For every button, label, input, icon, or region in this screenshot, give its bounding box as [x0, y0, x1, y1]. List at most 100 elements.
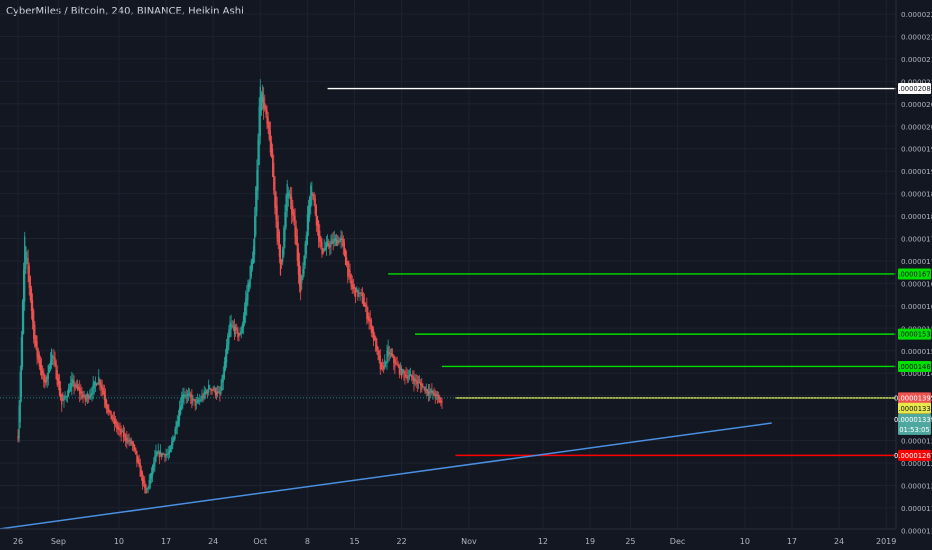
x-tick-label: 19 — [585, 537, 595, 546]
candle-body — [123, 434, 126, 436]
candle-body — [326, 241, 329, 246]
candle-body — [97, 383, 99, 385]
candle-body — [208, 384, 210, 393]
candle-body — [203, 390, 205, 398]
candle-body — [287, 192, 289, 198]
candle-body — [80, 391, 82, 393]
candle-body — [35, 335, 37, 347]
candle-body — [273, 163, 275, 191]
candle-body — [332, 241, 334, 244]
y-tick-label: 0.00002250 — [901, 10, 932, 19]
candle-body — [172, 437, 174, 446]
price-badge-label: 0.00001671 — [894, 271, 932, 279]
candle-body — [181, 395, 183, 410]
candle-body — [197, 401, 200, 402]
candle-body — [52, 355, 54, 358]
x-tick-label: 10 — [740, 537, 750, 546]
candle-body — [324, 247, 326, 250]
candle-body — [184, 395, 186, 397]
candle-body — [390, 353, 393, 356]
candle-body — [322, 248, 324, 254]
x-tick-label: Oct — [253, 537, 267, 546]
candle-body — [37, 348, 39, 360]
candle-body — [401, 368, 403, 378]
candle-body — [352, 284, 354, 289]
candle-body — [362, 298, 365, 306]
candle-body — [169, 446, 172, 453]
candle-body — [284, 212, 286, 242]
candle-body — [231, 325, 233, 327]
candle-body — [174, 429, 176, 439]
candle-body — [45, 379, 47, 383]
candle-body — [309, 196, 311, 218]
candle-body — [189, 393, 191, 395]
candle-body — [191, 395, 193, 404]
candle-body — [396, 363, 398, 366]
candle-body — [215, 391, 218, 396]
candle-body — [246, 292, 248, 307]
candle-body — [136, 450, 138, 463]
candle-body — [145, 484, 147, 494]
price-badge-label: 0.00001339 — [894, 416, 932, 424]
candle-body — [367, 312, 369, 321]
time-axis-bg — [0, 529, 896, 550]
candle-body — [34, 324, 36, 347]
candle-body — [140, 469, 142, 476]
x-tick-labels: 26 Sep 10 17 24 Oct 8 15 22 Nov 12 19 25 Dec 10 17 24 201… — [13, 537, 896, 546]
candle-body — [17, 436, 19, 441]
candle-body — [116, 422, 118, 429]
candle-body — [175, 421, 177, 434]
candle-body — [235, 326, 237, 331]
candle-body — [395, 363, 397, 364]
candle-body — [300, 273, 302, 292]
candle-body — [407, 377, 409, 379]
candle-body — [187, 393, 190, 396]
candle-body — [268, 122, 270, 140]
candle-body — [117, 425, 119, 430]
candle-body — [218, 391, 220, 393]
candle-body — [341, 237, 343, 241]
price-badge-bg — [898, 449, 931, 461]
candle-body — [54, 357, 56, 365]
y-tick-label: 0.00001800 — [901, 212, 932, 221]
candle-body — [199, 399, 201, 402]
candle-body — [372, 329, 375, 341]
candle-body — [73, 381, 75, 388]
price-badge-label: 0.00001267 — [894, 452, 932, 460]
candle-body — [370, 320, 372, 333]
candle-body — [288, 194, 291, 196]
candle-body — [384, 359, 386, 368]
candle-body — [232, 325, 234, 328]
x-tick-label: 8 — [305, 537, 310, 546]
candle-body — [61, 393, 63, 405]
candle-body — [276, 205, 278, 238]
candle-body — [144, 480, 146, 489]
candle-body — [51, 349, 53, 366]
candle-body — [27, 258, 29, 274]
candle-body — [340, 235, 342, 241]
candle-body — [76, 385, 79, 389]
candle-body — [272, 149, 274, 177]
x-tick-label: 22 — [397, 537, 407, 546]
candle-body — [185, 395, 187, 397]
price-badge-bg — [898, 402, 931, 414]
candle-body — [158, 452, 160, 458]
y-tick-label: 0.00001450 — [901, 369, 932, 378]
candle-body — [81, 392, 83, 399]
candle-body — [157, 450, 159, 455]
candle-body — [55, 361, 57, 380]
candle-body — [166, 453, 168, 456]
candle-body — [408, 374, 411, 378]
candle-body — [132, 443, 135, 447]
candle-body — [206, 391, 209, 394]
candles — [17, 79, 443, 495]
candle-body — [441, 401, 443, 403]
candle-body — [112, 417, 114, 419]
price-badge-label: 0.00002084 — [894, 85, 932, 93]
candle-body — [342, 239, 344, 246]
x-tick-label: 26 — [13, 537, 23, 546]
candle-body — [195, 401, 197, 403]
candle-body — [20, 336, 22, 397]
candle-body — [245, 298, 247, 315]
